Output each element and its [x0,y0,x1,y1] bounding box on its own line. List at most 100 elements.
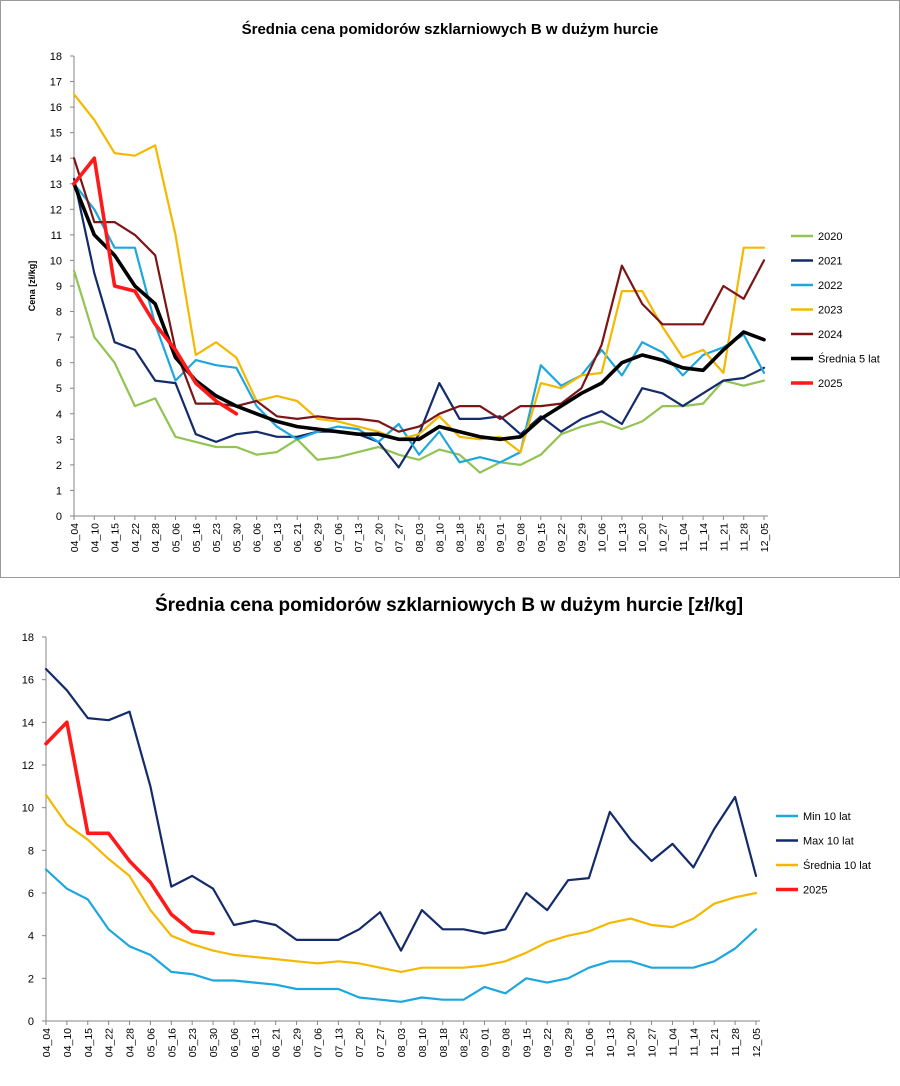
legend-label: 2021 [818,256,842,268]
chart-panel-10-years: Średnia cena pomidorów szklarniowych B w… [0,580,900,1086]
series-line-2022 [72,182,766,464]
series-line-2023 [72,93,766,454]
y-tick-label: 2 [28,973,34,985]
legend-label: Średnia 5 lat [818,353,880,366]
x-tick-label: 04_10 [89,523,101,552]
y-tick-label: 10 [50,255,62,267]
y-tick-label: 6 [56,358,62,370]
x-tick-label: 10_20 [626,1028,638,1057]
y-tick-label: 6 [28,888,34,900]
series-line-max-10-lat [44,667,758,952]
y-tick-label: 7 [56,332,62,344]
x-tick-label: 11_14 [698,523,710,552]
y-tick-label: 8 [56,307,62,319]
x-tick-label: 11_04 [667,1028,679,1057]
x-tick-label: 08_25 [475,523,487,552]
x-tick-label: 06_21 [292,523,304,552]
x-tick-label: 07_27 [394,523,406,552]
y-tick-label: 1 [56,485,62,497]
x-tick-label: 11_21 [718,523,730,552]
x-tick-label: 07_20 [373,523,385,552]
y-tick-label: 15 [50,128,62,140]
x-tick-label: 09_15 [536,523,548,552]
x-tick-label: 07_13 [333,1028,345,1057]
x-tick-label: 10_06 [597,523,609,552]
x-tick-label: 10_13 [617,523,629,552]
x-tick-label: 04_28 [150,523,162,552]
x-tick-label: 08_18 [455,523,467,552]
legend-label: 2022 [818,280,842,292]
legend-label: 2025 [803,885,827,897]
x-tick-label: 05_23 [211,523,223,552]
x-tick-label: 08_03 [396,1028,408,1057]
x-tick-label: 08_25 [459,1028,471,1057]
x-tick-label: 05_30 [231,523,243,552]
x-tick-label: 04_04 [41,1028,53,1057]
y-tick-label: 4 [56,409,62,421]
x-tick-label: 11_04 [678,523,690,552]
y-tick-label: 17 [50,77,62,89]
x-tick-label: 04_10 [62,1028,74,1057]
y-tick-label: 8 [28,845,34,857]
x-tick-label: 04_15 [110,523,122,552]
x-tick-label: 07_13 [353,523,365,552]
series-line-2020 [72,269,766,474]
chart-title: Średnia cena pomidorów szklarniowych B w… [242,20,659,38]
chart-5-years: Średnia cena pomidorów szklarniowych B w… [27,20,880,552]
y-tick-label: 0 [56,511,62,523]
y-tick-label: 12 [22,760,34,772]
y-tick-label: 16 [22,675,34,687]
series-line-2025 [44,720,215,936]
x-tick-label: 05_06 [145,1028,157,1057]
x-tick-label: 12_05 [751,1028,763,1057]
x-tick-label: 09_22 [542,1028,554,1057]
x-tick-label: 05_16 [191,523,203,552]
series-line-2024 [72,157,766,433]
x-tick-label: 06_13 [250,1028,262,1057]
x-tick-label: 10_06 [584,1028,596,1057]
y-tick-label: 14 [22,717,34,729]
x-tick-label: 09_15 [521,1028,533,1057]
x-tick-label: 11_28 [730,1028,742,1057]
legend-label: 2020 [818,231,842,243]
x-tick-label: 09_29 [563,1028,575,1057]
x-tick-label: 09_22 [556,523,568,552]
x-tick-label: 09_29 [576,523,588,552]
x-tick-label: 04_04 [69,523,81,552]
y-tick-label: 2 [56,460,62,472]
y-tick-label: 13 [50,179,62,191]
legend-label: Min 10 lat [803,811,851,823]
legend-label: 2023 [818,305,842,317]
chart-panel-5-years: Średnia cena pomidorów szklarniowych B w… [0,0,900,578]
x-tick-label: 08_10 [434,523,446,552]
x-tick-label: 11_28 [739,523,751,552]
y-tick-label: 11 [51,230,62,242]
y-tick-label: 18 [50,51,62,63]
x-tick-label: 10_27 [658,523,670,552]
x-tick-label: 04_15 [83,1028,95,1057]
y-tick-label: 4 [28,931,34,943]
x-tick-label: 04_22 [130,523,142,552]
series-line-2025 [72,156,239,416]
y-tick-label: 10 [22,803,34,815]
series-line-średnia-10-lat [44,793,758,973]
x-tick-label: 07_27 [375,1028,387,1057]
y-tick-label: 9 [56,281,62,293]
x-tick-label: 04_22 [104,1028,116,1057]
x-tick-label: 06_06 [252,523,264,552]
x-tick-label: 08_18 [438,1028,450,1057]
y-axis-label: Cena [zł/kg] [27,261,37,312]
x-tick-label: 05_06 [170,523,182,552]
x-tick-label: 04_28 [125,1028,137,1057]
x-tick-label: 09_08 [515,523,527,552]
x-tick-label: 07_06 [312,1028,324,1057]
y-tick-label: 16 [50,102,62,114]
x-tick-label: 06_13 [272,523,284,552]
y-tick-label: 12 [50,204,62,216]
x-tick-label: 09_08 [500,1028,512,1057]
x-tick-label: 05_23 [187,1028,199,1057]
x-tick-label: 08_03 [414,523,426,552]
series-line-średnia-5-lat [72,182,766,442]
x-tick-label: 09_01 [495,523,507,552]
y-tick-label: 18 [22,632,34,644]
